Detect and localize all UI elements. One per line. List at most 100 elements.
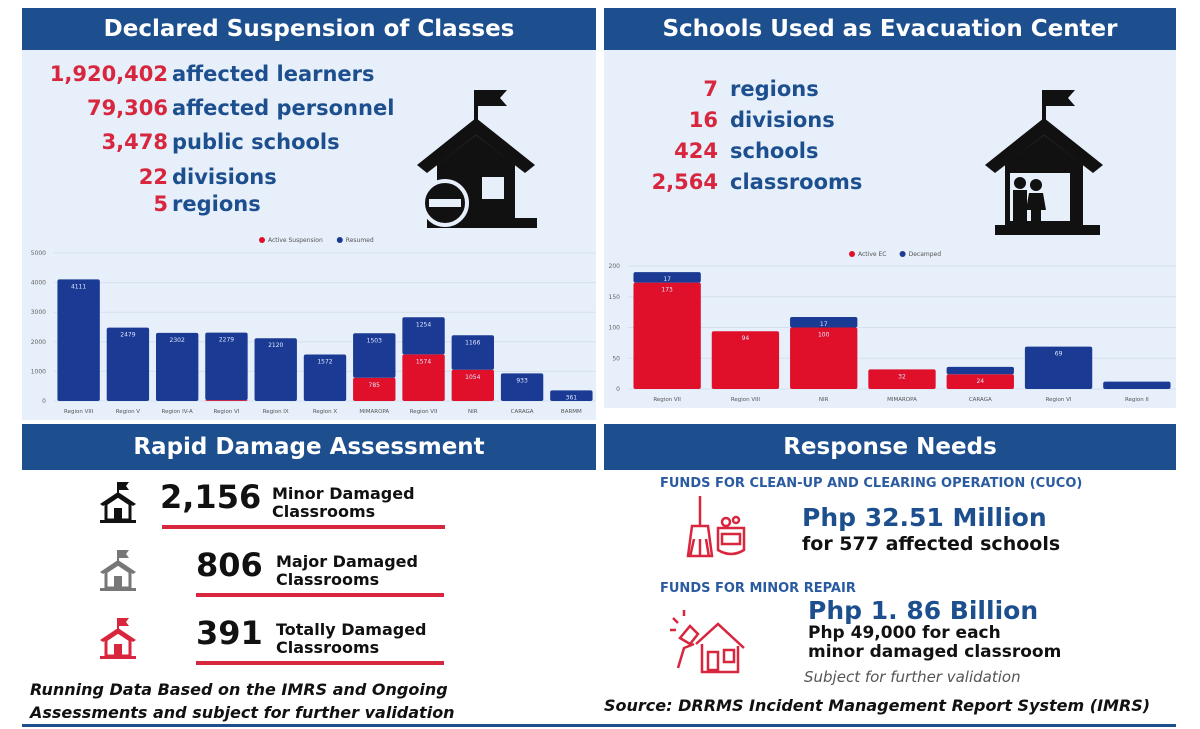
x-tick-label: Region VI bbox=[1046, 397, 1072, 403]
stat-label: divisions bbox=[172, 165, 277, 189]
bar-label: 2479 bbox=[120, 332, 135, 339]
house-repair-icon bbox=[670, 610, 745, 674]
bar-label: 69 bbox=[1055, 351, 1063, 358]
repair-detail-line: minor damaged classroom bbox=[808, 642, 1062, 662]
bar-label: 173 bbox=[661, 287, 673, 294]
x-tick-label: Region X bbox=[313, 409, 338, 415]
bar-segment bbox=[353, 377, 396, 401]
bar-label: 361 bbox=[566, 394, 578, 401]
x-tick-label: BARMM bbox=[561, 409, 582, 415]
broom-bucket-icon bbox=[686, 496, 746, 558]
y-tick-label: 4000 bbox=[31, 280, 46, 287]
underline bbox=[162, 525, 445, 529]
bar-segment bbox=[633, 282, 701, 389]
legend-swatch bbox=[259, 237, 265, 243]
y-tick-label: 200 bbox=[609, 263, 621, 270]
y-tick-label: 100 bbox=[609, 325, 621, 332]
bar-segment bbox=[205, 400, 248, 401]
y-tick-label: 0 bbox=[616, 386, 620, 393]
bar-segment bbox=[451, 369, 495, 401]
bottom-divider bbox=[22, 724, 1176, 727]
response-title: Response Needs bbox=[604, 424, 1176, 470]
damage-label: Major Damaged Classrooms bbox=[276, 553, 418, 589]
legend-swatch bbox=[849, 251, 855, 257]
x-tick-label: Region VI bbox=[213, 409, 239, 415]
bar-label: 1572 bbox=[317, 358, 332, 365]
damage-value: 806 bbox=[196, 546, 263, 584]
evacuation-title: Schools Used as Evacuation Center bbox=[604, 8, 1176, 50]
bar-label: 785 bbox=[369, 382, 381, 389]
stat-value: 1,920,402 bbox=[49, 62, 168, 86]
stat-label: affected learners bbox=[172, 62, 375, 86]
x-tick-label: NIR bbox=[819, 397, 829, 403]
bar-segment bbox=[353, 333, 396, 378]
bar-segment bbox=[106, 327, 150, 401]
underline bbox=[196, 661, 444, 665]
bar-label: 2302 bbox=[170, 337, 185, 344]
bar-segment bbox=[946, 374, 1014, 389]
bar-segment bbox=[205, 332, 248, 401]
y-tick-label: 5000 bbox=[31, 250, 46, 257]
y-tick-label: 1000 bbox=[31, 368, 46, 375]
y-tick-label: 3000 bbox=[31, 309, 46, 316]
stat-label: schools bbox=[730, 139, 819, 163]
school-icon bbox=[98, 482, 138, 528]
bar-segment bbox=[550, 390, 593, 401]
suspension-chart: 0 1000 2000 3000 4000 5000 Active Suspension Re… bbox=[31, 237, 596, 415]
bar-label: 4111 bbox=[71, 283, 86, 290]
bar-label: 2279 bbox=[219, 337, 234, 344]
bar-segment bbox=[790, 327, 858, 389]
bar-segment bbox=[790, 317, 858, 328]
x-tick-label: NIR bbox=[468, 409, 478, 415]
damage-label: Totally Damaged Classrooms bbox=[276, 621, 427, 657]
damage-label: Minor Damaged Classrooms bbox=[272, 485, 415, 521]
y-tick-label: 2000 bbox=[31, 339, 46, 346]
stat-value: 3,478 bbox=[101, 130, 168, 154]
underline bbox=[196, 593, 444, 597]
y-tick-label: 150 bbox=[609, 294, 621, 301]
stat-label: affected personnel bbox=[172, 96, 395, 120]
bar-label: 24 bbox=[976, 378, 984, 385]
repair-detail: Php 49,000 for each minor damaged classr… bbox=[808, 624, 1061, 662]
damage-label-line: Classrooms bbox=[272, 502, 376, 521]
x-tick-label: Region V bbox=[116, 409, 141, 415]
damage-title: Rapid Damage Assessment bbox=[22, 424, 596, 470]
cuco-amount: Php 32.51 Million bbox=[802, 503, 1047, 532]
damage-value: 391 bbox=[196, 614, 263, 652]
bar-label: 1166 bbox=[465, 339, 480, 346]
x-tick-label: CARAGA bbox=[969, 397, 992, 403]
stat-label: public schools bbox=[172, 130, 340, 154]
stat-value: 2,564 bbox=[651, 170, 718, 194]
stat-value: 79,306 bbox=[86, 96, 168, 120]
bar-label: 32 bbox=[898, 373, 906, 380]
legend-label: Active EC bbox=[858, 251, 886, 258]
bar-segment bbox=[868, 369, 936, 389]
stat-label: regions bbox=[730, 77, 819, 101]
legend-label: Active Suspension bbox=[268, 237, 323, 244]
bar-segment bbox=[1024, 346, 1093, 389]
bar-segment bbox=[1103, 381, 1171, 389]
stat-label: classrooms bbox=[730, 170, 863, 194]
damage-label-line: Classrooms bbox=[276, 638, 380, 657]
note-line: Assessments and subject for further vali… bbox=[30, 703, 455, 722]
bar-segment bbox=[633, 272, 701, 283]
school-evacuation-icon bbox=[985, 90, 1103, 235]
damage-note: Running Data Based on the IMRS and Ongoi… bbox=[30, 678, 455, 724]
bar-label: 1503 bbox=[367, 337, 382, 344]
stat-label: regions bbox=[172, 192, 261, 216]
stat-value: 16 bbox=[688, 108, 718, 132]
bar-segment bbox=[155, 332, 199, 401]
bar-label: 2120 bbox=[268, 342, 283, 349]
x-tick-label: Region IX bbox=[263, 409, 289, 415]
bar-segment bbox=[451, 335, 495, 370]
x-tick-label: CARAGA bbox=[511, 409, 534, 415]
bar-label: 100 bbox=[818, 332, 830, 339]
y-tick-label: 50 bbox=[612, 355, 620, 362]
stat-value: 5 bbox=[153, 192, 168, 216]
evacuation-chart: 0 50 100 150 200 Active EC Decamped 173 17 Region… bbox=[609, 251, 1176, 403]
x-tick-label: Region VII bbox=[653, 397, 681, 403]
repair-note: Subject for further validation bbox=[804, 668, 1021, 686]
damage-label-line: Totally Damaged bbox=[276, 620, 427, 639]
bar-label: 17 bbox=[663, 276, 671, 283]
bar-label: 1054 bbox=[465, 374, 480, 381]
